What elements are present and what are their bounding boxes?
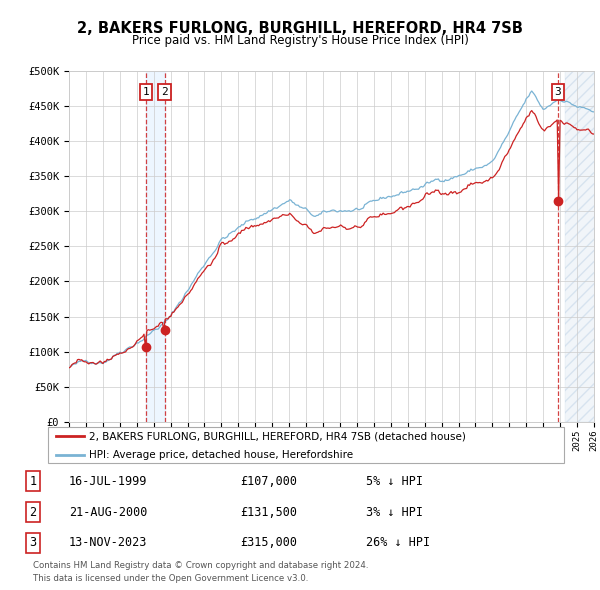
Bar xyxy=(146,71,164,422)
Text: 3: 3 xyxy=(29,536,37,549)
Text: 1: 1 xyxy=(143,87,149,97)
Text: £315,000: £315,000 xyxy=(240,536,297,549)
Text: £107,000: £107,000 xyxy=(240,475,297,488)
Text: 2, BAKERS FURLONG, BURGHILL, HEREFORD, HR4 7SB: 2, BAKERS FURLONG, BURGHILL, HEREFORD, H… xyxy=(77,21,523,35)
Text: £131,500: £131,500 xyxy=(240,506,297,519)
Text: 1: 1 xyxy=(29,475,37,488)
Text: This data is licensed under the Open Government Licence v3.0.: This data is licensed under the Open Gov… xyxy=(33,574,308,583)
Text: 2: 2 xyxy=(29,506,37,519)
Text: Contains HM Land Registry data © Crown copyright and database right 2024.: Contains HM Land Registry data © Crown c… xyxy=(33,561,368,570)
Text: HPI: Average price, detached house, Herefordshire: HPI: Average price, detached house, Here… xyxy=(89,450,353,460)
Text: 3% ↓ HPI: 3% ↓ HPI xyxy=(366,506,423,519)
Text: 16-JUL-1999: 16-JUL-1999 xyxy=(69,475,148,488)
Text: 3: 3 xyxy=(554,87,562,97)
Text: Price paid vs. HM Land Registry's House Price Index (HPI): Price paid vs. HM Land Registry's House … xyxy=(131,34,469,47)
Text: 26% ↓ HPI: 26% ↓ HPI xyxy=(366,536,430,549)
Text: 13-NOV-2023: 13-NOV-2023 xyxy=(69,536,148,549)
Text: 21-AUG-2000: 21-AUG-2000 xyxy=(69,506,148,519)
Text: 5% ↓ HPI: 5% ↓ HPI xyxy=(366,475,423,488)
Text: 2: 2 xyxy=(161,87,168,97)
Text: 2, BAKERS FURLONG, BURGHILL, HEREFORD, HR4 7SB (detached house): 2, BAKERS FURLONG, BURGHILL, HEREFORD, H… xyxy=(89,431,466,441)
